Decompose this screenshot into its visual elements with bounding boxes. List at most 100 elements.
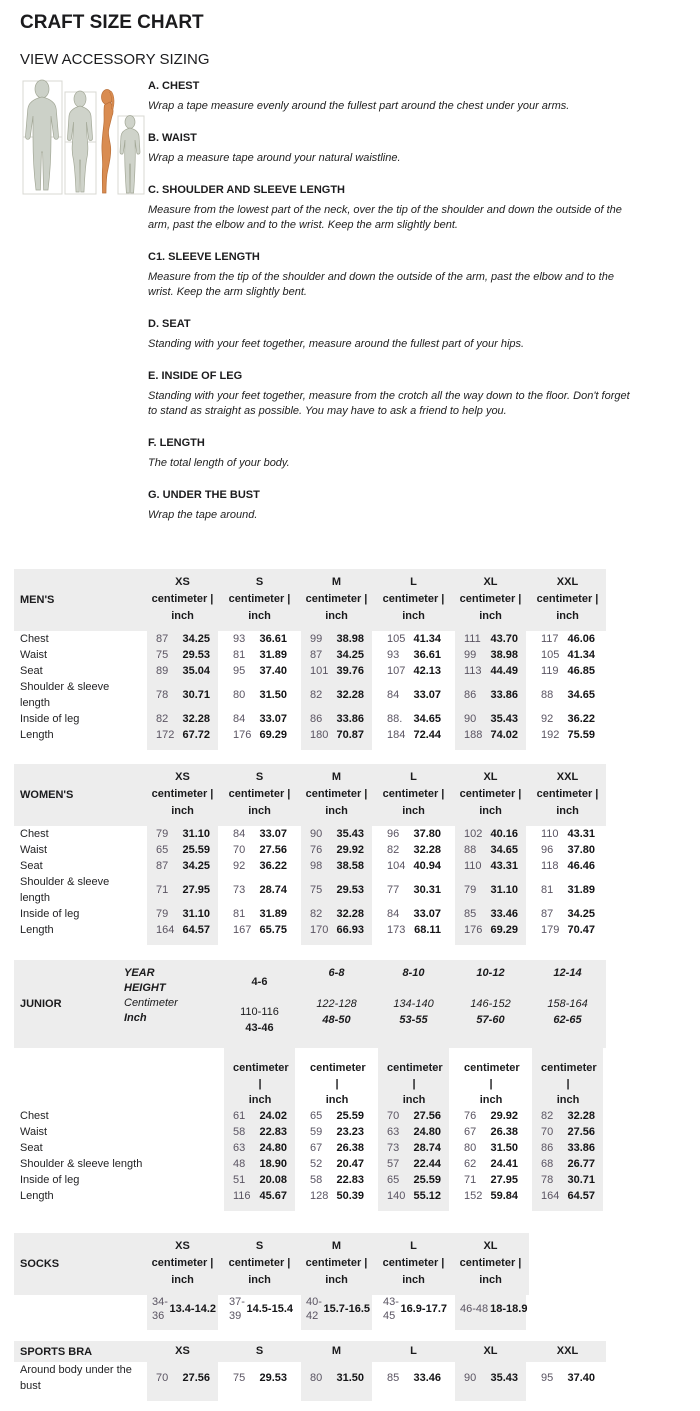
value-cell-inner: 76 29.92 (301, 842, 372, 858)
height-cm-range: 122-128 (316, 998, 357, 1010)
value-cell: 70 27.56 (529, 1124, 606, 1140)
inch-value: 14.5-15.4 (246, 1303, 293, 1315)
value-cell: 110 43.31 (452, 858, 529, 874)
age-range: 12-14 (553, 967, 582, 979)
cm-value: 52 (310, 1158, 323, 1170)
cm-value: 80 (464, 1142, 477, 1154)
value-cell: 84 33.07 (221, 711, 298, 727)
spacer-inner (147, 1394, 218, 1401)
inch-value: 16.9-17.7 (400, 1303, 447, 1315)
height-inch-range: 57-60 (476, 1014, 505, 1026)
cm-value: 63 (387, 1126, 400, 1138)
row-label: Inside of leg (20, 1174, 80, 1186)
row-label: Inside of leg (20, 908, 80, 920)
cm-value: 81 (233, 908, 246, 920)
spacer-inner (532, 1394, 603, 1401)
measurement-heading: A. CHEST (148, 80, 200, 92)
inch-label: Inch (124, 1012, 147, 1024)
unit-label-centimeter: centimeter | (387, 1062, 443, 1090)
value-cell: 79 31.10 (144, 906, 221, 922)
unit-header-cell: centimeter | inch (452, 1048, 529, 1108)
value-cell: 70 27.56 (144, 1362, 221, 1394)
spacer-cell (144, 743, 221, 750)
value-cell: 173 68.11 (375, 922, 452, 938)
value-cell-inner: 37-39 14.5-15.4 (224, 1295, 295, 1323)
table-name: JUNIOR (20, 998, 62, 1010)
value-cell-inner: 80 31.50 (455, 1140, 526, 1156)
inch-value: 35.04 (182, 665, 210, 677)
size-column-header: XXL centimeter | inch (529, 574, 606, 625)
height-inch-range: 43-46 (245, 1022, 274, 1034)
height-ranges: 146-152 57-60 (452, 996, 529, 1028)
size-label: XXL (556, 771, 579, 783)
measurement-description: Measure from the lowest part of the neck… (148, 204, 622, 231)
cm-value: 77 (387, 884, 400, 896)
size-label: M (331, 1345, 342, 1357)
value-cell-inner: 180 70.87 (301, 727, 372, 743)
spacer-inner (224, 1204, 295, 1211)
spacer-cell (298, 938, 375, 945)
height-cm-range: 146-152 (470, 998, 511, 1010)
cm-value: 128 (310, 1190, 329, 1202)
value-cell-inner: 65 25.59 (378, 1172, 449, 1188)
value-cell-inner: 81 31.89 (224, 906, 295, 922)
value-cell-inner: 75 29.53 (224, 1362, 295, 1394)
cm-value: 71 (464, 1174, 477, 1186)
value-cell: 90 35.43 (298, 826, 375, 842)
cm-value: 90 (310, 828, 323, 840)
unit-header-cell: centimeter | inch (298, 1048, 375, 1108)
junior-age-column-header: 10-12 146-152 57-60 (452, 960, 529, 1048)
value-cell: 80 31.50 (452, 1140, 529, 1156)
spacer-cell (221, 1323, 298, 1330)
cm-value: 88 (541, 689, 554, 701)
value-cell-inner: 59 23.23 (301, 1124, 372, 1140)
inch-value: 24.41 (490, 1158, 518, 1170)
value-cell-inner: 111 43.70 (455, 631, 526, 647)
view-accessory-sizing-link[interactable]: VIEW ACCESSORY SIZING (20, 51, 210, 68)
value-cell-inner: 113 44.49 (455, 663, 526, 679)
value-cell-inner: 164 64.57 (147, 922, 218, 938)
value-cell: 37-39 14.5-15.4 (221, 1295, 298, 1323)
measurement-guide-section: A. CHEST Wrap a tape measure evenly aroun… (14, 76, 686, 523)
measurement-heading: F. LENGTH (148, 437, 205, 449)
spacer-cell (452, 1204, 529, 1211)
cm-value: 78 (156, 689, 169, 701)
spacer-cell (144, 1323, 221, 1330)
cm-value: 113 (464, 665, 482, 677)
spacer-inner (455, 1204, 526, 1211)
value-cell: 51 20.08 (221, 1172, 298, 1188)
value-cell: 192 75.59 (529, 727, 606, 743)
body-figures-image (22, 79, 145, 195)
value-cell: 176 69.29 (221, 727, 298, 743)
value-cell-inner: 73 28.74 (224, 874, 295, 906)
size-label: L (410, 576, 417, 588)
inch-value: 18.90 (259, 1158, 287, 1170)
measurement-description: Measure from the tip of the shoulder and… (148, 271, 614, 298)
table-name: MEN'S (20, 593, 55, 606)
unit-label-inch: inch (479, 610, 502, 622)
value-cell-inner: 58 22.83 (224, 1124, 295, 1140)
spacer-cell (221, 1394, 298, 1401)
cm-value: 84 (233, 828, 246, 840)
inch-value: 37.40 (567, 1372, 595, 1384)
value-cell: 99 38.98 (452, 647, 529, 663)
inch-value: 31.50 (336, 1372, 364, 1384)
inch-value: 33.86 (567, 1142, 595, 1154)
cm-value: 101 (310, 665, 329, 677)
inch-value: 31.10 (182, 908, 210, 920)
value-cell: 71 27.95 (452, 1172, 529, 1188)
cm-value: 99 (310, 633, 323, 645)
value-cell: 110 43.31 (529, 826, 606, 842)
spacer-inner (301, 1204, 372, 1211)
inch-value: 31.50 (259, 689, 287, 701)
value-cell: 58 22.83 (221, 1124, 298, 1140)
cm-value: 110 (541, 828, 559, 840)
row-label: Length (20, 1190, 54, 1202)
unit-header-cell: centimeter | inch (375, 1048, 452, 1108)
value-cell: 65 25.59 (144, 842, 221, 858)
unit-label-inch: inch (556, 610, 579, 622)
unit-label-centimeter: centimeter | (382, 1257, 445, 1269)
